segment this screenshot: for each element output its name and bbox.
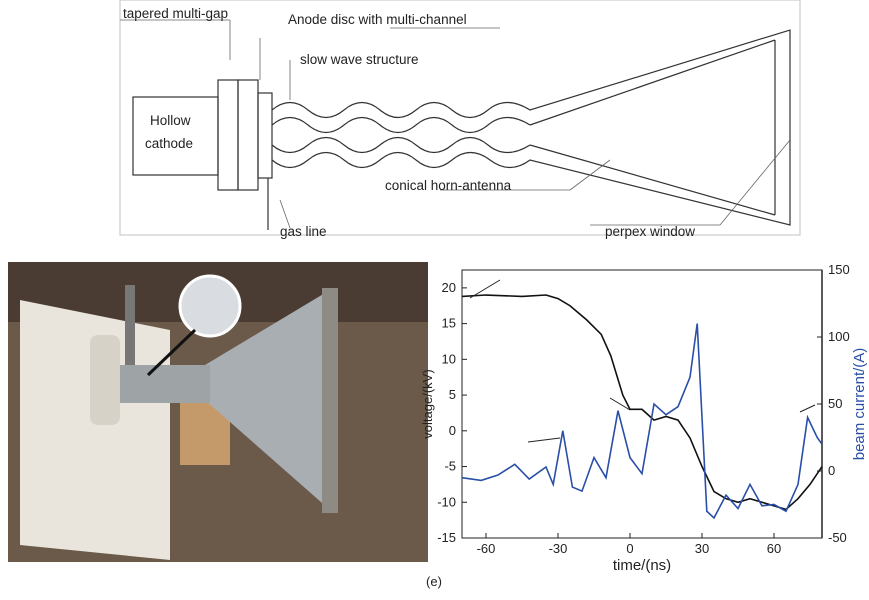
y2-tick-label: 100 xyxy=(828,329,850,344)
leader-lines xyxy=(120,19,791,229)
label: perpex window xyxy=(605,224,695,239)
y2-tick-label: 50 xyxy=(828,396,842,411)
horn-inner xyxy=(529,144,776,216)
photo xyxy=(8,262,428,562)
anode-disc xyxy=(257,92,273,179)
photo-insulator xyxy=(90,335,120,425)
x-tick-label: -30 xyxy=(549,541,568,556)
y-tick-label: 0 xyxy=(449,423,456,438)
label: slow wave structure xyxy=(300,52,419,67)
photo-cone xyxy=(205,290,330,510)
gap-plate xyxy=(237,79,259,191)
y2-axis-title: beam current/(A) xyxy=(851,348,868,461)
y-tick-label: 20 xyxy=(442,280,456,295)
y-tick-label: 5 xyxy=(449,387,456,402)
y-tick-label: 10 xyxy=(442,351,456,366)
x-axis-title: time/(ns) xyxy=(613,557,671,574)
series-line xyxy=(461,323,823,520)
y-tick-label: -10 xyxy=(437,494,456,509)
y2-tick-label: -50 xyxy=(828,530,847,545)
chart: -60 -30 0 30 60-15-10-505101520-50050100150t… xyxy=(420,262,868,574)
y2-tick-label: 150 xyxy=(828,262,850,277)
series-line xyxy=(461,294,823,511)
label: Anode disc with multi-channel xyxy=(288,12,467,27)
label: gas line xyxy=(280,224,327,239)
annotation-arrow xyxy=(609,397,631,411)
x-tick-label: 0 xyxy=(626,541,633,556)
horn-outline xyxy=(271,29,791,226)
annotation-arrow xyxy=(469,279,501,299)
y-axis-title: voltage/(kV) xyxy=(420,369,435,438)
x-tick-label: -60 xyxy=(477,541,496,556)
horn-inner xyxy=(529,39,776,126)
caption: (e) xyxy=(426,574,442,589)
photo-disc xyxy=(178,274,242,338)
label: tapered multi-gap xyxy=(123,6,228,21)
annotation-arrow xyxy=(527,437,561,443)
schematic-frame xyxy=(119,0,801,236)
plot-frame xyxy=(461,269,823,539)
slow-wave xyxy=(271,116,531,154)
gap-plate xyxy=(217,79,239,191)
x-tick-label: 60 xyxy=(767,541,781,556)
y-tick-label: 15 xyxy=(442,316,456,331)
photo-arrow xyxy=(146,328,197,377)
schematic-labels: tapered multi-gap Anode disc with multi-… xyxy=(123,6,695,239)
label: Hollow xyxy=(150,113,191,128)
photo-tube xyxy=(110,365,210,403)
x-tick-label: 30 xyxy=(695,541,709,556)
label: conical horn-antenna xyxy=(385,178,512,193)
schematic xyxy=(119,0,801,236)
y-tick-label: -15 xyxy=(437,530,456,545)
annotation-arrow xyxy=(799,404,816,413)
photo-flange xyxy=(322,288,338,513)
y-tick-label: -5 xyxy=(444,459,456,474)
photo-gasline xyxy=(125,285,135,365)
label: cathode xyxy=(145,136,193,151)
y2-tick-label: 0 xyxy=(828,463,835,478)
